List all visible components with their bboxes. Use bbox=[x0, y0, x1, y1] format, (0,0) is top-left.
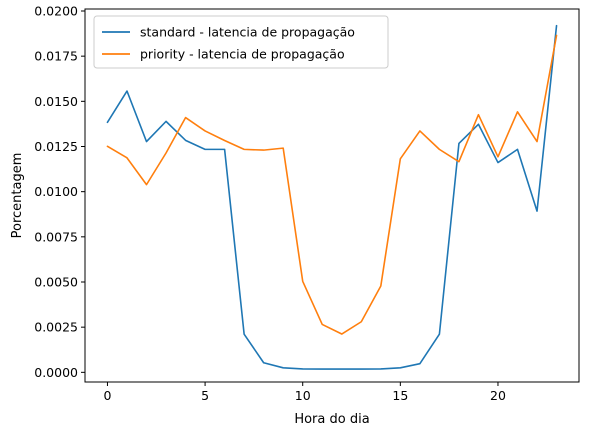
series-line-1 bbox=[106, 24, 558, 370]
y-tick-label: 0.0150 bbox=[34, 94, 78, 109]
y-tick-label: 0.0175 bbox=[34, 49, 78, 64]
y-axis: 0.0000 0.0025 0.0050 0.0075 0.0100 0.0125 0.01… bbox=[34, 3, 85, 380]
y-tick-label: 0.0000 bbox=[34, 365, 78, 380]
x-tick-label: 15 bbox=[392, 388, 408, 403]
series-line-2 bbox=[106, 34, 558, 335]
legend-label: priority - latencia de propagação bbox=[140, 47, 345, 62]
x-tick-label: 5 bbox=[201, 388, 209, 403]
series-layer bbox=[106, 24, 558, 370]
y-tick-label: 0.0075 bbox=[34, 229, 78, 244]
y-tick-label: 0.0100 bbox=[34, 184, 78, 199]
x-axis: 0 5 10 15 20 bbox=[103, 382, 506, 403]
y-axis-label: Porcentagem bbox=[10, 153, 25, 239]
series-2 bbox=[106, 34, 558, 335]
y-tick-label: 0.0050 bbox=[34, 274, 78, 289]
plot-area-frame bbox=[84, 8, 580, 383]
y-tick-label: 0.0125 bbox=[34, 139, 78, 154]
legend-box bbox=[93, 15, 389, 69]
x-tick-label: 10 bbox=[295, 388, 311, 403]
y-tick-label: 0.0200 bbox=[34, 3, 78, 18]
series-1 bbox=[106, 24, 558, 370]
legend: standard - latencia de propagação priorit… bbox=[93, 15, 389, 69]
x-axis-label: Hora do dia bbox=[294, 412, 369, 427]
y-tick-label: 0.0025 bbox=[34, 320, 78, 335]
x-tick-label: 0 bbox=[103, 388, 111, 403]
x-tick-label: 20 bbox=[490, 388, 506, 403]
legend-label: standard - latencia de propagação bbox=[140, 25, 355, 40]
